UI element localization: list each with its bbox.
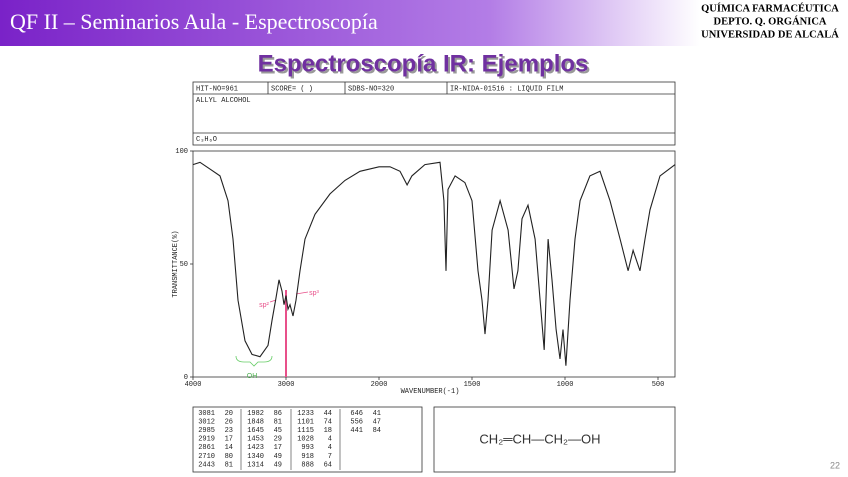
peak-transmittance: 49 (274, 453, 282, 461)
x-tick-label: 2000 (371, 381, 388, 389)
arrow (269, 291, 309, 303)
peak-wavenumber: 3012 (198, 418, 215, 426)
peak-wavenumber: 2919 (198, 436, 215, 444)
x-axis-label: WAVENUMBER(-1) (401, 388, 460, 396)
peak-table-box (192, 406, 423, 473)
peak-transmittance: 4 (328, 444, 332, 452)
institution: QUÍMICA FARMACÉUTICA (701, 2, 839, 14)
structure: CH₂═CH—CH₂—OH (479, 431, 600, 446)
peak-wavenumber: 3081 (198, 410, 215, 418)
header-title: QF II – Seminarios Aula - Espectroscopía (10, 9, 378, 34)
info-text: SCORE= ( ) (271, 85, 313, 93)
peak-wavenumber: 1028 (297, 436, 314, 444)
peak-wavenumber: 1340 (247, 453, 264, 461)
peak-wavenumber: 1115 (297, 427, 314, 435)
peak-transmittance: 47 (373, 418, 381, 426)
peak-wavenumber: 646 (350, 410, 363, 418)
slide-title: Espectroscopía IR: Ejemplos (258, 50, 589, 77)
annotation: sp³ (309, 290, 319, 297)
plot-frame (192, 150, 676, 378)
peak-wavenumber: 918 (301, 453, 314, 461)
peak-wavenumber: 1982 (247, 410, 264, 418)
peak-transmittance: 4 (328, 436, 332, 444)
peak-wavenumber: 441 (350, 427, 363, 435)
x-tick-label: 500 (652, 381, 665, 389)
x-tick-label: 1500 (464, 381, 481, 389)
title-shadow: Espectroscopía IR: Ejemplos (260, 52, 591, 79)
compound-name: ALLYL ALCOHOL (196, 97, 251, 105)
x-tick-label: 3000 (278, 381, 295, 389)
institution: UNIVERSIDAD DE ALCALÁ (701, 28, 839, 40)
y-tick-label: 0 (184, 374, 188, 382)
page-number: 22 (830, 460, 840, 470)
peak-wavenumber: 2443 (198, 461, 215, 469)
peak-wavenumber: 888 (301, 461, 314, 469)
structure-box (433, 406, 676, 473)
peak-transmittance: 74 (324, 418, 332, 426)
peak-wavenumber: 2710 (198, 453, 215, 461)
peak-transmittance: 23 (225, 427, 233, 435)
peak-transmittance: 84 (373, 427, 381, 435)
annotation: sp² (259, 302, 269, 309)
peak-wavenumber: 1101 (297, 418, 314, 426)
info-text: SDBS-NO=320 (348, 85, 394, 93)
peak-wavenumber: 1314 (247, 461, 264, 469)
peak-wavenumber: 993 (301, 444, 314, 452)
peak-wavenumber: 556 (350, 418, 363, 426)
info-text: HIT-NO=961 (196, 85, 238, 93)
peak-wavenumber: 1453 (247, 436, 264, 444)
y-axis-label: TRANSMITTANCE(%) (172, 230, 180, 297)
peak-transmittance: 7 (328, 453, 332, 461)
info-text: IR-NIDA-01516 : LIQUID FILM (450, 85, 563, 93)
peak-wavenumber: 2861 (198, 444, 215, 452)
peak-wavenumber: 1848 (247, 418, 264, 426)
peak-transmittance: 17 (274, 444, 282, 452)
peak-transmittance: 81 (274, 418, 282, 426)
peak-wavenumber: 1423 (247, 444, 264, 452)
peak-transmittance: 41 (373, 410, 381, 418)
peak-transmittance: 80 (225, 453, 233, 461)
peak-transmittance: 17 (225, 436, 233, 444)
peak-transmittance: 49 (274, 461, 282, 469)
peak-transmittance: 86 (274, 410, 282, 418)
x-tick-label: 4000 (185, 381, 202, 389)
y-tick-label: 50 (180, 261, 188, 269)
peak-transmittance: 18 (324, 427, 332, 435)
peak-transmittance: 26 (225, 418, 233, 426)
peak-wavenumber: 1233 (297, 410, 314, 418)
bracket (235, 355, 273, 367)
peak-transmittance: 14 (225, 444, 233, 452)
peak-transmittance: 44 (324, 410, 332, 418)
peak-transmittance: 45 (274, 427, 282, 435)
peak-transmittance: 20 (225, 410, 233, 418)
formula: C₃H₆O (196, 136, 217, 144)
info-box (192, 81, 676, 146)
peak-wavenumber: 2985 (198, 427, 215, 435)
peak-transmittance: 29 (274, 436, 282, 444)
annotation: OH (247, 373, 258, 380)
institution: DEPTO. Q. ORGÁNICA (714, 15, 827, 27)
x-tick-label: 1000 (557, 381, 574, 389)
spectrum-line (192, 161, 676, 366)
header-bar (0, 0, 700, 46)
peak-transmittance: 64 (324, 461, 332, 469)
peak-wavenumber: 1645 (247, 427, 264, 435)
peak-transmittance: 81 (225, 461, 233, 469)
y-tick-label: 100 (175, 148, 188, 156)
